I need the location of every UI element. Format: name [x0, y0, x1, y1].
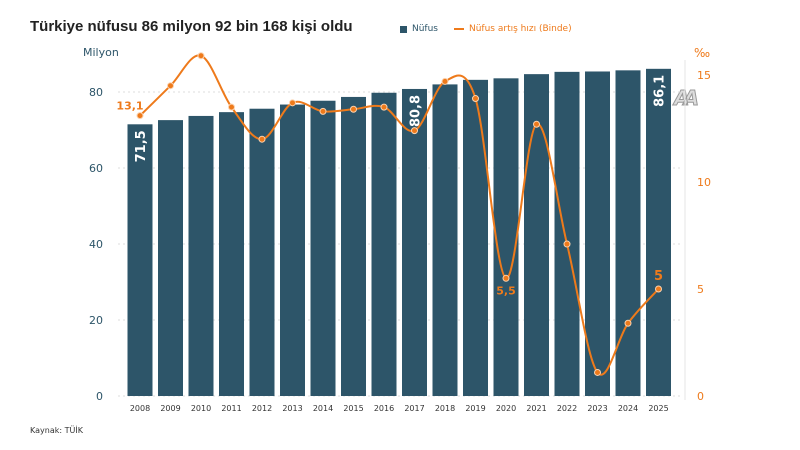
- x-tick-label: 2021: [526, 404, 546, 413]
- legend-swatch-line: [454, 28, 464, 30]
- x-tick-label: 2009: [160, 404, 180, 413]
- growth-rate-point: [319, 107, 327, 115]
- bar: [524, 74, 549, 396]
- source-note: Kaynak: TÜİK: [30, 426, 83, 435]
- x-tick-label: 2025: [648, 404, 668, 413]
- bar: [158, 120, 183, 397]
- x-tick-label: 2015: [343, 404, 363, 413]
- growth-rate-point: [136, 112, 144, 120]
- x-tick-label: 2017: [404, 404, 424, 413]
- x-tick-label: 2010: [191, 404, 211, 413]
- bar: [310, 100, 336, 397]
- bar: [493, 78, 519, 396]
- growth-rate-point: [472, 95, 479, 103]
- legend-item-growth: Nüfus artış hızı (Binde): [454, 24, 572, 34]
- bar: [280, 104, 305, 396]
- bar-data-label: 71,5: [134, 130, 149, 162]
- bar: [554, 71, 580, 397]
- right-tick-label: 5: [697, 283, 704, 296]
- x-tick-label: 2012: [252, 404, 272, 413]
- line-data-label: 13,1: [116, 100, 143, 113]
- growth-rate-point: [258, 135, 266, 143]
- x-tick-label: 2011: [221, 404, 241, 413]
- legend: Nüfus Nüfus artış hızı (Binde): [400, 24, 572, 34]
- left-tick-label: 40: [89, 238, 103, 251]
- bar: [188, 115, 214, 396]
- growth-rate-point: [655, 285, 662, 293]
- chart-title: Türkiye nüfusu 86 milyon 92 bin 168 kişi…: [30, 18, 353, 35]
- growth-rate-point: [441, 77, 449, 85]
- bar: [432, 84, 458, 397]
- bar: [249, 108, 275, 396]
- bar: [341, 96, 366, 396]
- growth-rate-point: [350, 105, 357, 113]
- legend-label: Nüfus artış hızı (Binde): [469, 24, 572, 34]
- x-tick-label: 2014: [313, 404, 333, 413]
- right-tick-label: 10: [697, 176, 711, 189]
- x-tick-label: 2020: [496, 404, 516, 413]
- bar: [127, 124, 153, 397]
- bar: [402, 88, 427, 397]
- x-tick-label: 2018: [435, 404, 455, 413]
- growth-rate-point: [563, 240, 571, 248]
- growth-rate-line: [139, 54, 660, 376]
- left-tick-label: 80: [89, 86, 103, 99]
- left-tick-label: 20: [89, 314, 103, 327]
- x-tick-label: 2008: [130, 404, 150, 413]
- x-tick-label: 2019: [465, 404, 485, 413]
- legend-item-population: Nüfus: [400, 24, 438, 34]
- x-tick-label: 2024: [618, 404, 638, 413]
- bar: [371, 92, 397, 396]
- growth-rate-point: [228, 103, 235, 111]
- bar: [615, 70, 641, 396]
- growth-rate-point: [533, 120, 540, 128]
- bar-data-label: 80,8: [409, 95, 424, 127]
- growth-rate-point: [624, 319, 632, 327]
- right-tick-label: 15: [697, 69, 711, 82]
- growth-rate-point: [411, 127, 418, 135]
- right-tick-label: 0: [697, 390, 704, 403]
- bar-data-label: 86,1: [653, 75, 668, 107]
- bar: [585, 71, 610, 396]
- growth-rate-point: [594, 368, 601, 376]
- legend-swatch-bar: [400, 25, 407, 33]
- growth-rate-point: [289, 99, 296, 107]
- left-axis-label: Milyon: [83, 46, 119, 59]
- right-axis-label: ‰: [694, 46, 711, 60]
- left-tick-label: 0: [96, 390, 103, 403]
- growth-rate-point: [502, 274, 510, 282]
- growth-rate-point: [167, 82, 174, 90]
- bar: [219, 112, 244, 396]
- x-tick-label: 2023: [587, 404, 607, 413]
- line-data-label: 5,5: [496, 284, 516, 297]
- line-data-label: 5: [654, 269, 663, 284]
- bar: [646, 68, 671, 396]
- growth-rate-point: [197, 52, 205, 60]
- bar: [463, 79, 488, 396]
- left-tick-label: 60: [89, 162, 103, 175]
- x-tick-label: 2013: [282, 404, 302, 413]
- x-tick-label: 2022: [557, 404, 577, 413]
- growth-rate-point: [380, 103, 388, 111]
- legend-label: Nüfus: [412, 24, 438, 34]
- x-tick-label: 2016: [374, 404, 394, 413]
